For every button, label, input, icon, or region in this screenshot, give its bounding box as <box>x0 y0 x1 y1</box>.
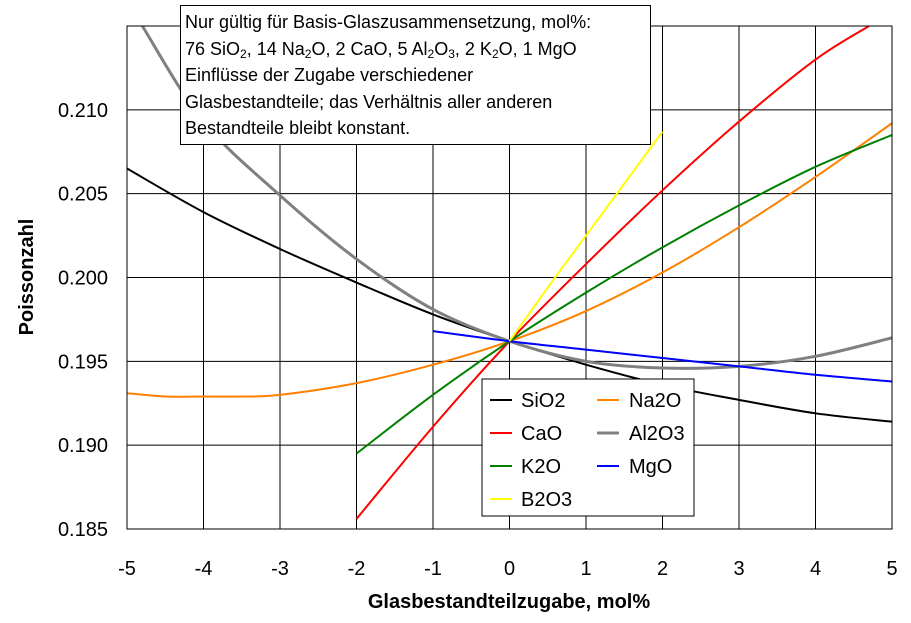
note-line-1: Nur gültig für Basis-Glaszusammensetzung… <box>185 12 592 32</box>
legend-item-b2o3: B2O3 <box>490 489 572 511</box>
legend-item-na2o: Na2O <box>597 390 681 412</box>
y-tick-label: 0.210 <box>58 100 108 122</box>
x-tick-label: 4 <box>810 558 821 580</box>
x-axis-title: Glasbestandteilzugabe, mol% <box>368 591 651 613</box>
x-tick-label: 0 <box>504 558 515 580</box>
note-line-3: Einflüsse der Zugabe verschiedener <box>185 65 474 85</box>
x-tick-label: 1 <box>580 558 591 580</box>
legend: SiO2 Na2O CaO Al2O3 K2O MgO B2O3 <box>481 378 695 517</box>
note-text: O, 2 CaO, 5 Al <box>311 38 428 59</box>
y-tick-label: 0.205 <box>58 184 108 206</box>
note-subscript: 2 <box>240 46 247 61</box>
x-tick-label: 5 <box>886 558 897 580</box>
x-tick-label: -3 <box>271 558 289 580</box>
y-tick-labels: 0.185 0.190 0.195 0.200 0.205 0.210 <box>58 100 108 541</box>
legend-label: CaO <box>521 423 562 445</box>
legend-item-sio2: SiO2 <box>490 390 565 412</box>
legend-label: Na2O <box>629 390 681 412</box>
annotation-note: Nur gültig für Basis-Glaszusammensetzung… <box>180 5 651 145</box>
note-subscript: 2 <box>427 46 435 61</box>
legend-label: MgO <box>629 456 672 478</box>
legend-box <box>481 378 695 517</box>
note-text: O, 1 MgO <box>498 38 577 59</box>
series-line-na2o <box>127 122 892 398</box>
note-text: 76 SiO <box>185 38 241 59</box>
y-axis-title: Poissonzahl <box>16 219 38 336</box>
legend-item-mgo: MgO <box>597 456 672 478</box>
legend-label: B2O3 <box>521 489 572 511</box>
note-subscript: 2 <box>304 46 312 61</box>
x-tick-label: -2 <box>348 558 366 580</box>
series-lines <box>127 26 892 520</box>
note-text: O <box>434 38 449 59</box>
x-tick-label: -1 <box>424 558 442 580</box>
x-tick-label: 3 <box>733 558 744 580</box>
series-line-b2o3 <box>508 131 664 342</box>
note-text: , 2 K <box>454 38 492 59</box>
legend-item-al2o3: Al2O3 <box>597 423 685 445</box>
y-tick-label: 0.195 <box>58 351 108 373</box>
note-line-4: Glasbestandteile; das Verhältnis aller a… <box>185 91 553 112</box>
y-tick-label: 0.190 <box>58 435 108 457</box>
series-line-al2o3 <box>141 26 892 370</box>
x-tick-label: -5 <box>118 558 136 580</box>
y-tick-label: 0.200 <box>58 268 108 290</box>
legend-label: SiO2 <box>521 390 565 412</box>
note-subscript: 2 <box>491 46 499 61</box>
note-line-2: 76 SiO2, 14 Na2O, 2 CaO, 5 Al2O3, 2 K2O,… <box>185 36 646 63</box>
y-tick-label: 0.185 <box>58 519 108 541</box>
legend-label: K2O <box>521 456 561 478</box>
x-tick-label: 2 <box>657 558 668 580</box>
series-line-cao <box>355 26 870 520</box>
note-text: , 14 Na <box>246 38 305 59</box>
series-line-k2o <box>355 134 892 455</box>
legend-label: Al2O3 <box>629 423 685 445</box>
legend-item-k2o: K2O <box>490 456 561 478</box>
note-subscript: 3 <box>448 46 455 61</box>
note-line-5: Bestandteile bleibt konstant. <box>185 118 411 138</box>
legend-item-cao: CaO <box>490 423 562 445</box>
x-tick-label: -4 <box>195 558 213 580</box>
x-tick-labels: -5 -4 -3 -2 -1 0 1 2 3 4 5 <box>118 558 897 580</box>
